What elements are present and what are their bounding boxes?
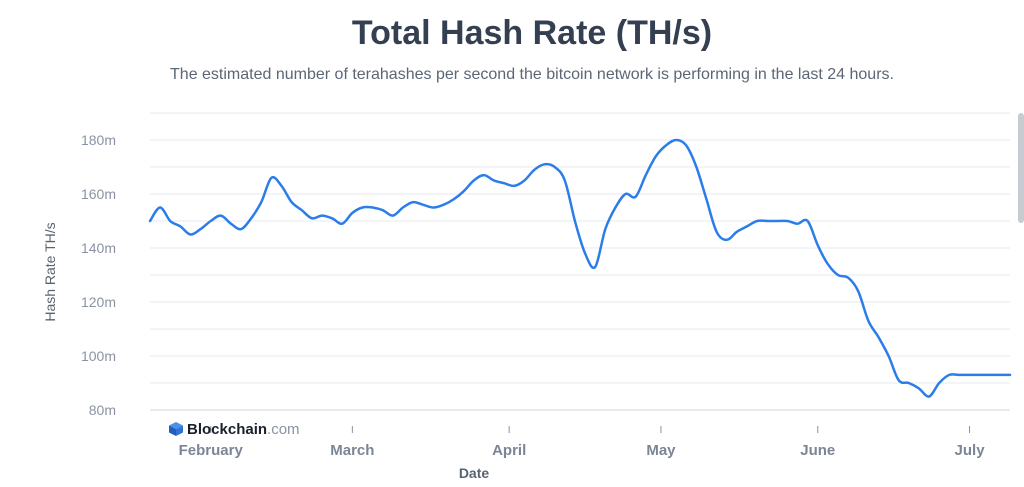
y-axis-title: Hash Rate TH/s <box>42 222 58 321</box>
y-tick-label: 180m <box>81 132 116 148</box>
x-tick-label: May <box>646 442 676 459</box>
chart-title: Total Hash Rate (TH/s) <box>351 14 713 52</box>
y-tick-label: 140m <box>81 240 116 256</box>
brand-suffix: .com <box>267 421 300 438</box>
x-tick-label: July <box>955 442 986 459</box>
y-tick-label: 80m <box>89 402 116 418</box>
x-axis-ticks: February March April May June July <box>179 426 986 459</box>
scrollbar[interactable] <box>1018 113 1024 223</box>
y-tick-label: 160m <box>81 186 116 202</box>
x-tick-label: March <box>330 442 374 459</box>
x-axis-title: Date <box>459 465 490 481</box>
brand-name: Blockchain <box>187 421 268 438</box>
x-tick-label: February <box>179 442 244 459</box>
y-axis-ticks: 80m 100m 120m 140m 160m 180m <box>81 132 116 418</box>
y-tick-label: 120m <box>81 294 116 310</box>
x-tick-label: April <box>492 442 526 459</box>
grid-lines <box>150 112 1010 411</box>
x-tick-label: June <box>800 442 835 459</box>
blockchain-cube-icon <box>169 422 183 436</box>
y-tick-label: 100m <box>81 348 116 364</box>
brand-logo: Blockchain.com <box>168 421 300 438</box>
series-line-hash-rate <box>148 138 1012 398</box>
chart-subtitle: The estimated number of terahashes per s… <box>170 66 894 83</box>
